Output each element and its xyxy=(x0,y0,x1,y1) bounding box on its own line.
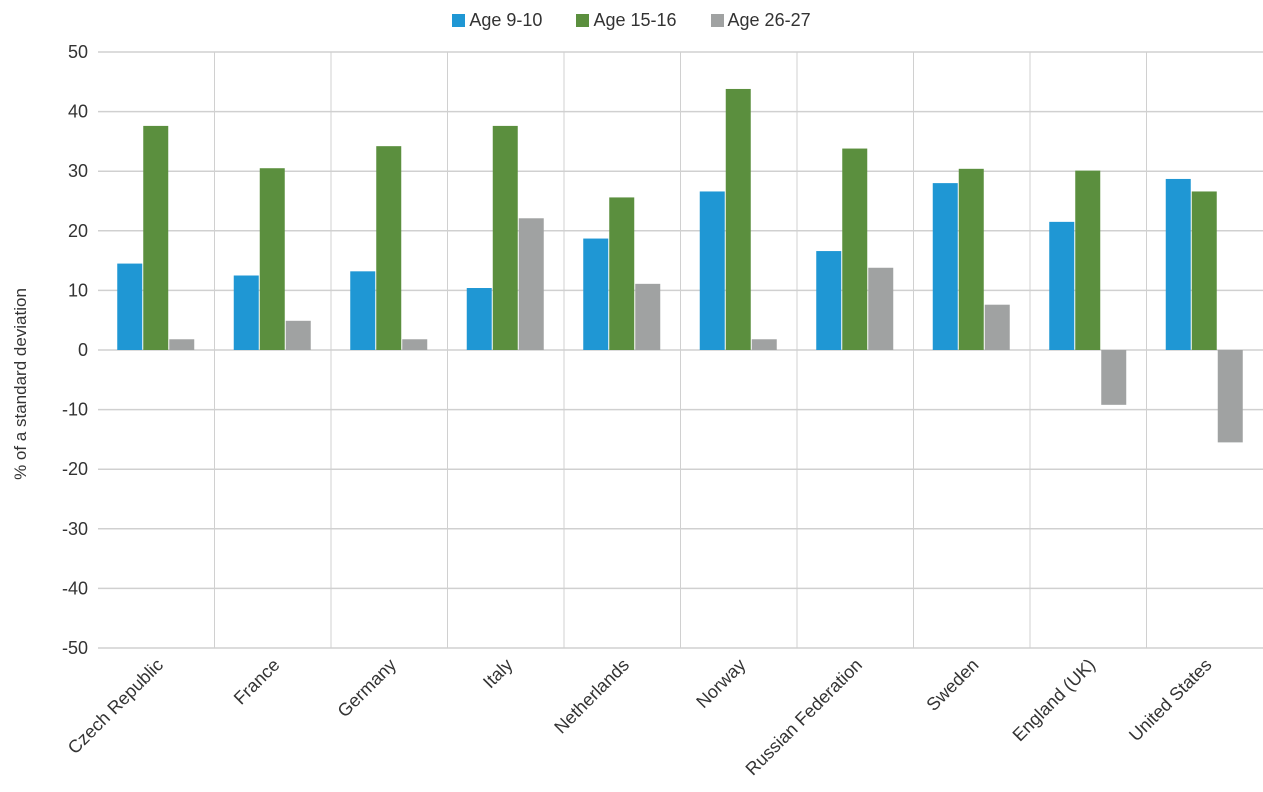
bar-age-9-10-england-uk xyxy=(1049,221,1075,350)
bar-age-15-16-czech-republic xyxy=(143,125,169,351)
legend-swatch-age-15-16 xyxy=(576,14,590,27)
bar-age-15-16-norway xyxy=(725,88,751,351)
bar-age-26-27-france xyxy=(285,320,311,350)
y-tick-label: -10 xyxy=(62,400,88,420)
bar-age-9-10-sweden xyxy=(932,183,958,350)
legend: Age 9-10 Age 15-16 Age 26-27 xyxy=(0,10,1263,31)
bar-age-26-27-norway xyxy=(751,339,777,350)
y-tick-label: 20 xyxy=(68,221,88,241)
x-tick-label-sweden: Sweden xyxy=(922,655,982,715)
bar-age-9-10-france xyxy=(233,275,259,350)
x-tick-label-france: France xyxy=(230,655,284,709)
legend-item-age-26-27: Age 26-27 xyxy=(710,10,811,31)
bar-age-9-10-germany xyxy=(350,271,376,350)
bar-age-15-16-italy xyxy=(492,125,518,351)
bar-age-9-10-norway xyxy=(699,191,725,350)
y-tick-label: -30 xyxy=(62,519,88,539)
legend-label-age-9-10: Age 9-10 xyxy=(469,10,543,30)
bar-age-26-27-czech-republic xyxy=(169,339,195,350)
x-tick-label-united-states: United States xyxy=(1125,655,1216,746)
legend-item-age-9-10: Age 9-10 xyxy=(452,10,542,31)
bar-age-15-16-england-uk xyxy=(1075,170,1101,350)
bar-age-15-16-germany xyxy=(376,146,402,350)
x-tick-label-germany: Germany xyxy=(334,655,400,721)
x-tick-label-czech-republic: Czech Republic xyxy=(64,655,167,758)
bar-age-15-16-united-states xyxy=(1191,191,1217,350)
bar-age-9-10-united-states xyxy=(1165,178,1191,350)
bar-age-26-27-italy xyxy=(518,218,544,350)
y-tick-label: -20 xyxy=(62,459,88,479)
y-tick-label: 0 xyxy=(78,340,88,360)
y-tick-label: 10 xyxy=(68,280,88,300)
bar-age-15-16-netherlands xyxy=(609,197,635,350)
y-tick-label: 50 xyxy=(68,42,88,62)
bar-age-26-27-sweden xyxy=(984,304,1010,350)
y-tick-label: -50 xyxy=(62,638,88,658)
bar-age-9-10-italy xyxy=(466,288,492,350)
legend-swatch-age-26-27 xyxy=(710,14,724,27)
bar-age-26-27-england-uk xyxy=(1101,350,1127,405)
y-tick-label: -40 xyxy=(62,578,88,598)
legend-label-age-26-27: Age 26-27 xyxy=(727,10,811,30)
x-tick-label-russian-federation: Russian Federation xyxy=(742,655,867,780)
bar-age-26-27-netherlands xyxy=(635,283,661,350)
bar-age-15-16-france xyxy=(259,168,285,350)
bar-age-15-16-sweden xyxy=(958,168,984,350)
bar-age-26-27-united-states xyxy=(1217,350,1243,443)
bar-age-15-16-russian-federation xyxy=(842,148,868,350)
bar-age-26-27-germany xyxy=(402,339,428,350)
bar-age-26-27-russian-federation xyxy=(868,267,894,350)
x-tick-label-norway: Norway xyxy=(692,655,749,712)
bar-age-9-10-czech-republic xyxy=(117,263,143,350)
x-tick-label-england-uk: England (UK) xyxy=(1009,655,1100,746)
bar-age-9-10-netherlands xyxy=(583,238,609,350)
bar-age-9-10-russian-federation xyxy=(816,251,842,350)
x-tick-label-italy: Italy xyxy=(479,655,516,692)
legend-label-age-15-16: Age 15-16 xyxy=(593,10,677,30)
legend-item-age-15-16: Age 15-16 xyxy=(576,10,677,31)
y-tick-label: 40 xyxy=(68,102,88,122)
x-tick-label-netherlands: Netherlands xyxy=(550,655,633,738)
y-tick-label: 30 xyxy=(68,161,88,181)
legend-swatch-age-9-10 xyxy=(452,14,466,27)
